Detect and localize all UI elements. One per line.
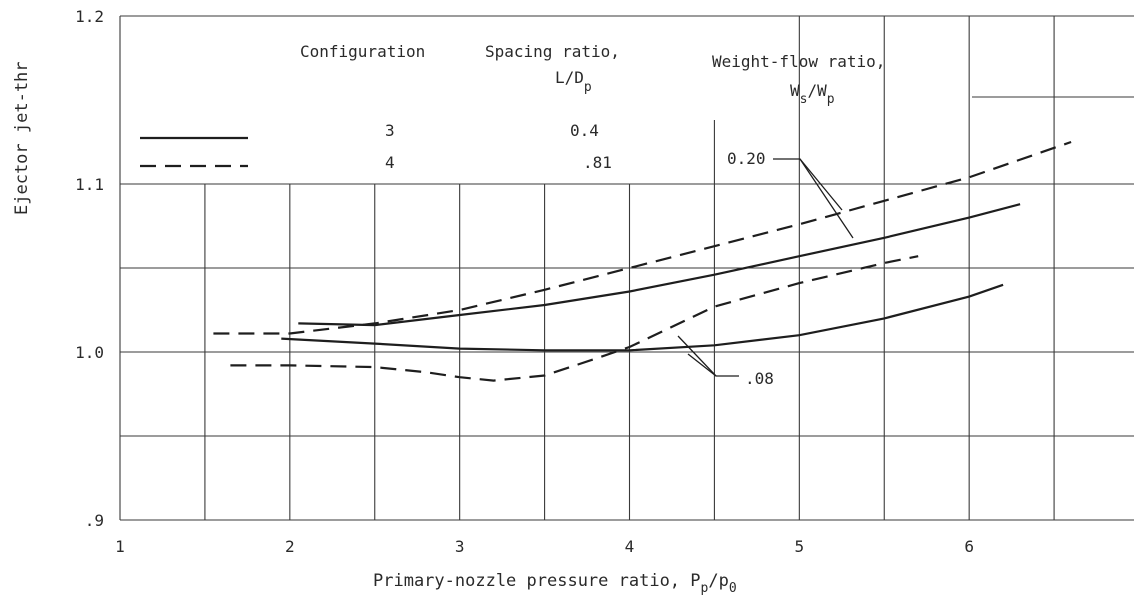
annotation-0-20-leader-b [799, 158, 843, 211]
x-axis-label: Primary-nozzle pressure ratio, Pp/p0 [373, 571, 737, 595]
annotation-0-20: 0.20 [727, 149, 766, 168]
legend-row1-configuration: 3 [385, 121, 395, 140]
grid [120, 16, 1134, 520]
y-tick-3: 1.2 [75, 7, 104, 26]
y-tick-2: 1.1 [75, 175, 104, 194]
legend-header-weight: Weight-flow ratio, [712, 52, 885, 71]
series-solid-0 [298, 203, 1021, 327]
legend: Configuration Spacing ratio, L/Dp Weight… [140, 42, 885, 172]
x-tick-0: 1 [115, 537, 125, 556]
legend-row1-spacing: 0.4 [570, 121, 599, 140]
y-tick-0: .9 [85, 511, 104, 530]
x-tick-1: 2 [285, 537, 295, 556]
series-solid-2 [281, 283, 1004, 352]
legend-row2-configuration: 4 [385, 153, 395, 172]
series-dashed-3 [230, 255, 919, 382]
annotation-0-08-leader-b [687, 353, 717, 377]
y-axis-label: Ejector jet-thr [12, 61, 32, 215]
x-tick-3: 4 [625, 537, 635, 556]
annotation-0-08: .08 [745, 369, 774, 388]
x-tick-4: 5 [795, 537, 805, 556]
legend-header-weight-sub: Ws/Wp [790, 81, 835, 107]
y-tick-1: 1.0 [75, 343, 104, 362]
tick-labels: 1 2 3 4 5 6 .9 1.0 1.1 1.2 [75, 7, 974, 556]
plot-frame [119, 15, 1134, 521]
series [213, 140, 1072, 382]
x-tick-5: 6 [964, 537, 974, 556]
legend-header-spacing: Spacing ratio, [485, 42, 620, 61]
legend-header-spacing-sub: L/Dp [555, 68, 592, 95]
annotations: 0.20 .08 [677, 149, 854, 388]
legend-row2-spacing: .81 [583, 153, 612, 172]
legend-header-configuration: Configuration [300, 42, 425, 61]
x-tick-2: 3 [455, 537, 465, 556]
series-dashed-1 [213, 140, 1072, 335]
annotation-0-20-leader-a [773, 158, 854, 239]
